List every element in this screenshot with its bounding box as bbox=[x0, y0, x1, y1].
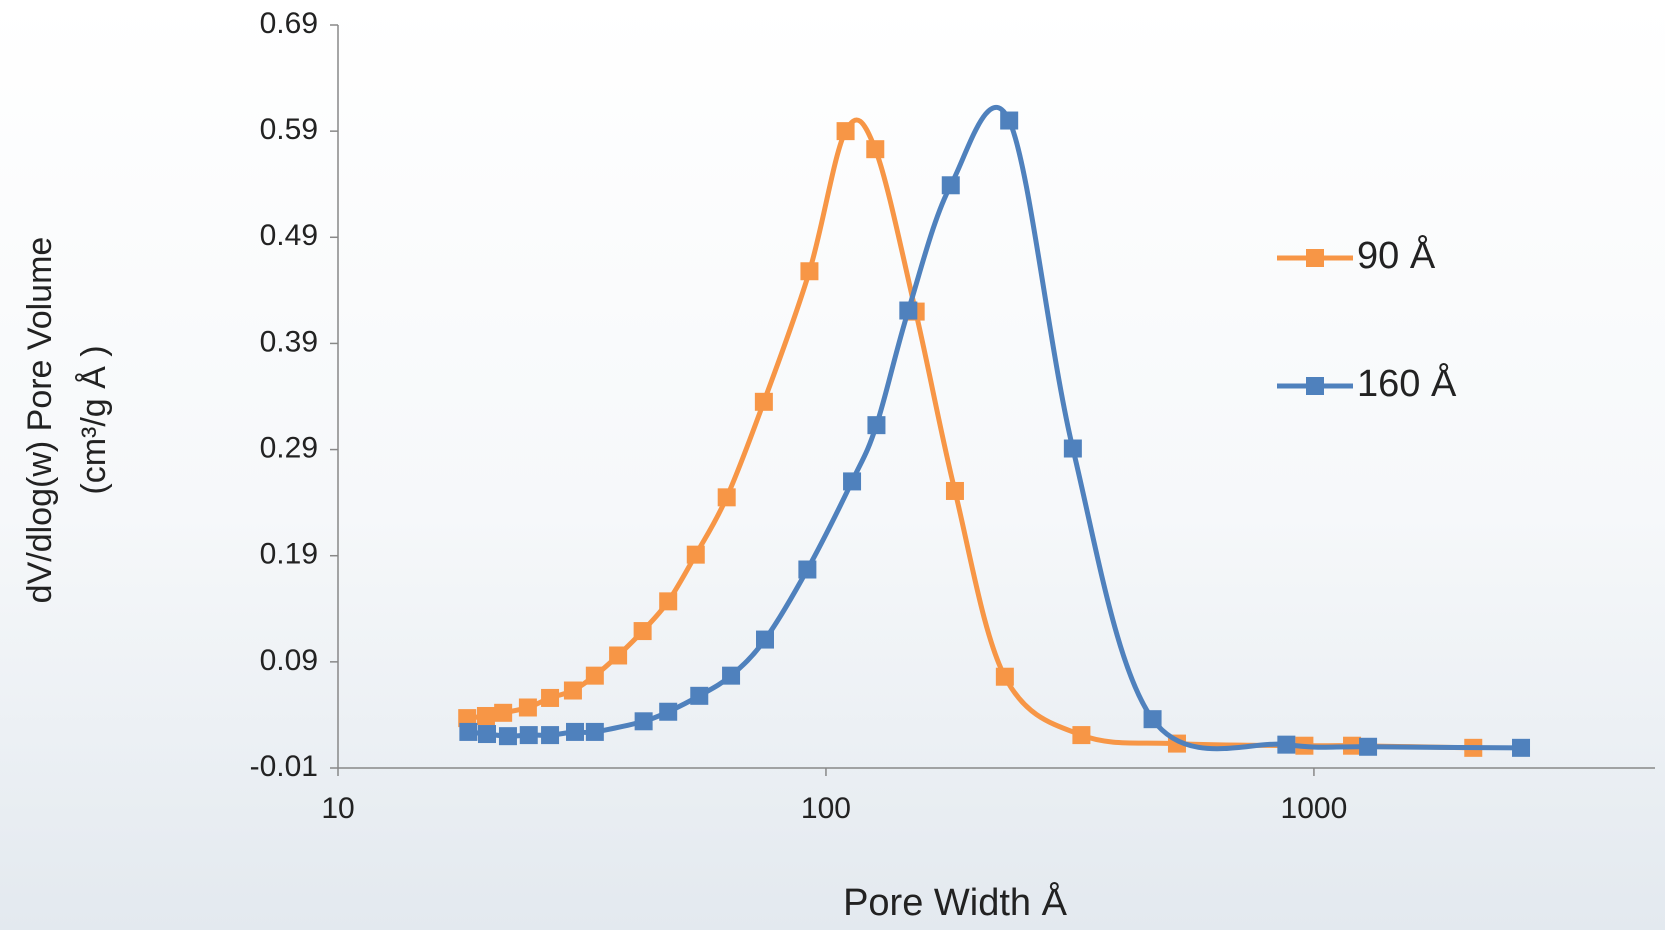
marker bbox=[541, 688, 560, 707]
marker bbox=[717, 488, 736, 507]
y-tick-label: 0.69 bbox=[260, 7, 318, 40]
y-axis-title-line: (cm³/g Å ) bbox=[75, 345, 113, 494]
y-tick-label: 0.59 bbox=[260, 113, 318, 146]
marker bbox=[867, 416, 886, 435]
marker bbox=[755, 630, 774, 649]
legend-label: 160 Å bbox=[1357, 361, 1457, 405]
marker bbox=[566, 722, 585, 741]
marker bbox=[494, 703, 513, 722]
marker bbox=[836, 122, 855, 141]
marker bbox=[1143, 710, 1162, 729]
x-tick-label: 100 bbox=[801, 792, 851, 825]
marker bbox=[995, 667, 1014, 686]
marker bbox=[1359, 737, 1378, 756]
marker bbox=[800, 262, 819, 281]
x-tick-label: 1000 bbox=[1281, 792, 1348, 825]
marker bbox=[722, 666, 741, 685]
marker bbox=[1063, 439, 1082, 458]
marker bbox=[1277, 735, 1296, 754]
marker bbox=[798, 560, 817, 579]
marker bbox=[634, 712, 653, 731]
y-tick-label: -0.01 bbox=[250, 750, 318, 783]
legend-marker bbox=[1306, 249, 1324, 267]
marker bbox=[633, 622, 652, 641]
legend-label: 90 Å bbox=[1357, 233, 1436, 277]
marker bbox=[498, 727, 517, 746]
y-axis-title-line: dV/dlog(w) Pore Volume bbox=[21, 237, 59, 604]
marker bbox=[659, 592, 678, 611]
x-tick-label: 10 bbox=[321, 792, 354, 825]
y-tick-label: 0.19 bbox=[260, 538, 318, 571]
marker bbox=[478, 725, 497, 744]
marker bbox=[866, 140, 885, 159]
marker bbox=[686, 545, 705, 564]
marker bbox=[941, 176, 960, 195]
marker bbox=[518, 698, 537, 717]
legend-marker bbox=[1306, 377, 1324, 395]
y-tick-label: 0.39 bbox=[260, 325, 318, 358]
x-axis-title: Pore Width Å bbox=[843, 880, 1068, 924]
marker bbox=[585, 666, 604, 685]
marker bbox=[945, 481, 964, 500]
marker bbox=[476, 706, 495, 725]
marker bbox=[609, 646, 628, 665]
marker bbox=[754, 392, 773, 411]
marker bbox=[541, 726, 560, 745]
marker bbox=[519, 726, 538, 745]
y-axis-title: dV/dlog(w) Pore Volume (cm³/g Å ) bbox=[21, 237, 113, 604]
marker bbox=[563, 681, 582, 700]
y-tick-label: 0.09 bbox=[260, 644, 318, 677]
marker bbox=[458, 709, 477, 728]
marker bbox=[1000, 111, 1019, 130]
y-tick-label: 0.49 bbox=[260, 219, 318, 252]
marker bbox=[843, 472, 862, 491]
marker bbox=[690, 686, 709, 705]
marker bbox=[459, 722, 478, 741]
marker bbox=[1072, 726, 1091, 745]
marker bbox=[899, 301, 918, 320]
y-tick-label: 0.29 bbox=[260, 431, 318, 464]
marker bbox=[585, 722, 604, 741]
marker bbox=[659, 702, 678, 721]
marker bbox=[1512, 738, 1531, 757]
